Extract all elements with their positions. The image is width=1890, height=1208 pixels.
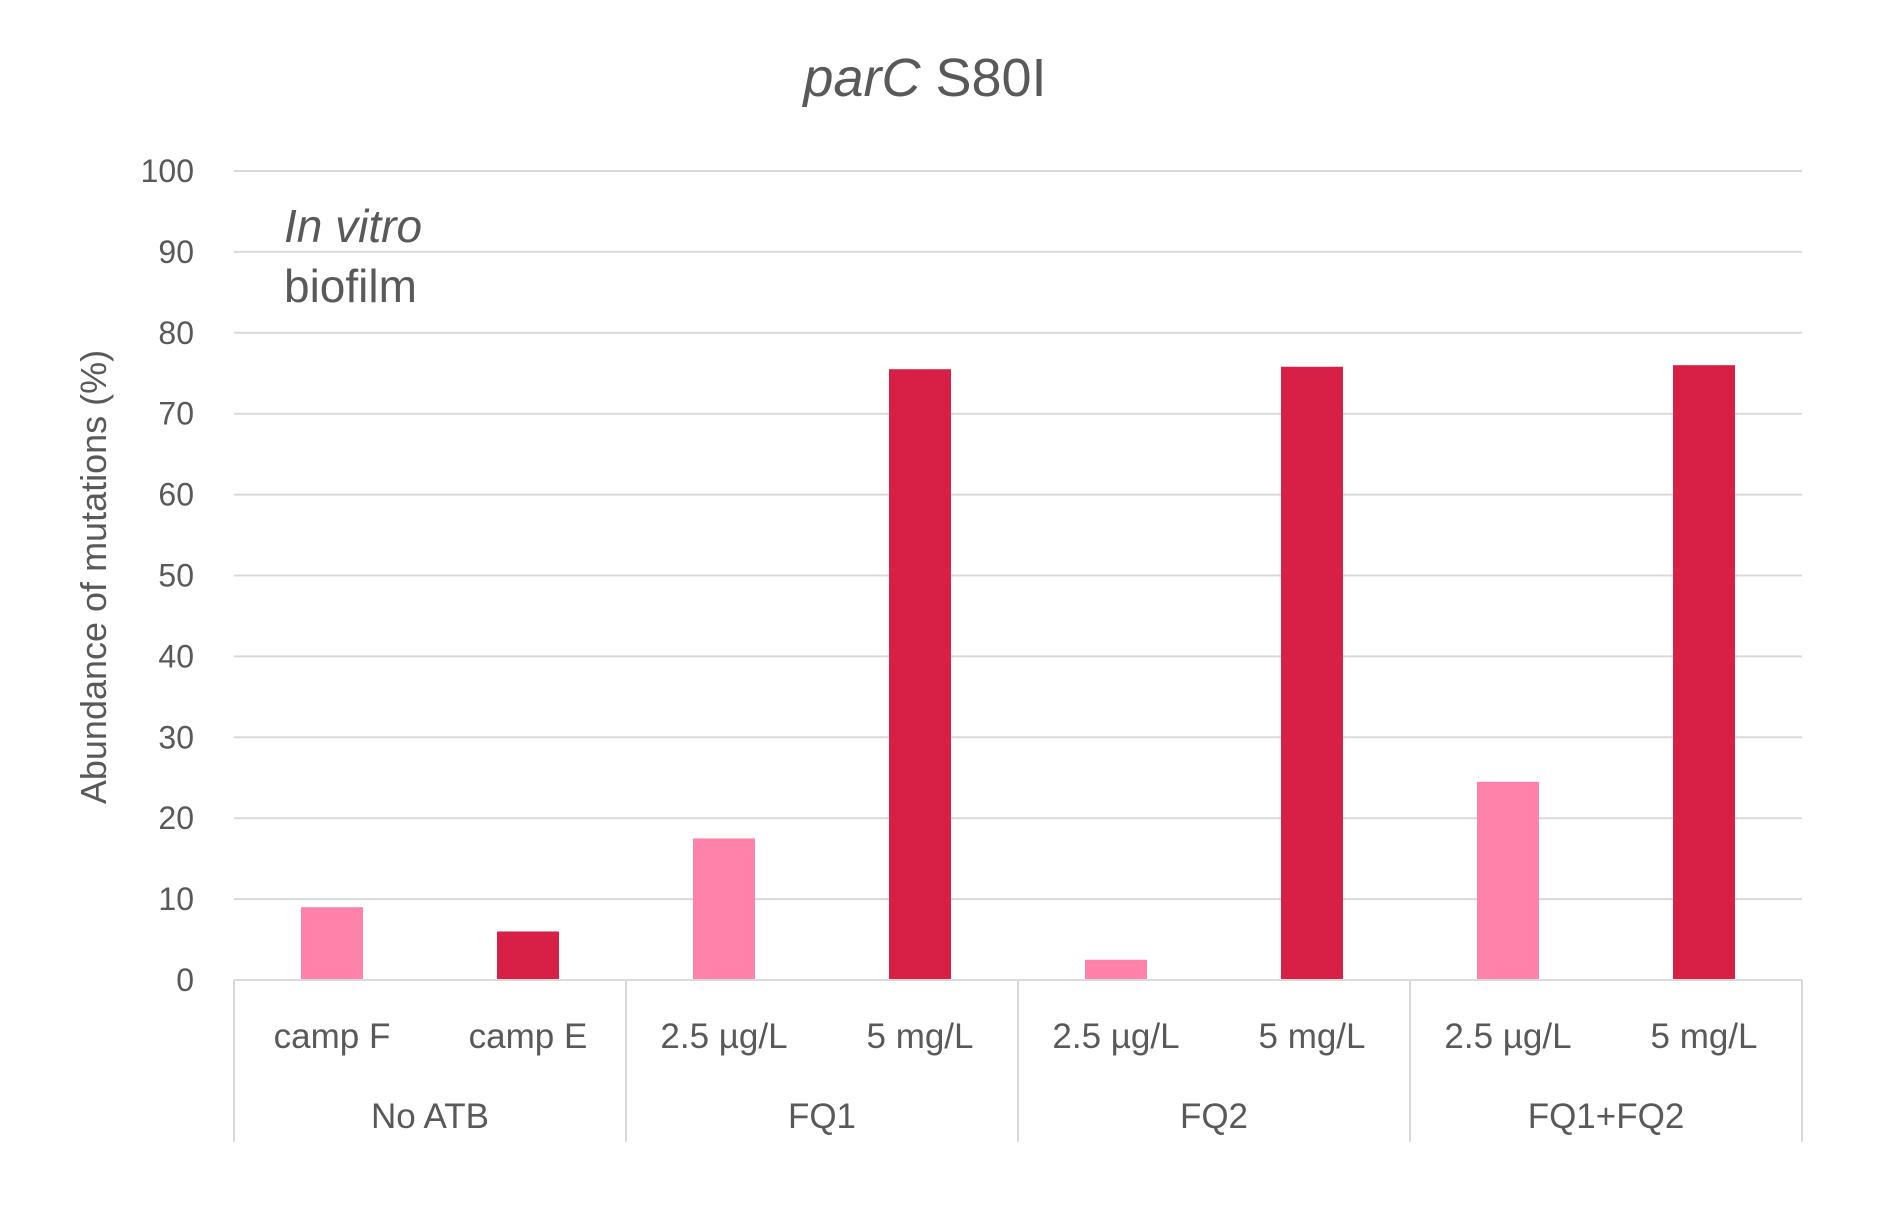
y-tick-label-100: 100 <box>141 153 194 189</box>
y-tick-label-30: 30 <box>158 719 194 755</box>
annotation-in-vitro: In vitro <box>284 200 422 252</box>
annotation-biofilm: biofilm <box>284 260 417 312</box>
category-label-6: 5 mg/L <box>1259 1017 1366 1056</box>
bar-5 <box>1085 959 1147 980</box>
bar-4 <box>889 369 951 981</box>
x-axis-group-labels: No ATB FQ1 FQ2 FQ1+FQ2 <box>371 1097 1684 1136</box>
bar-8 <box>1673 365 1735 980</box>
y-tick-label-90: 90 <box>158 234 194 270</box>
category-label-1: camp F <box>274 1017 391 1056</box>
gridlines <box>234 170 1802 901</box>
group-label-2: FQ1 <box>788 1097 856 1136</box>
group-label-4: FQ1+FQ2 <box>1528 1097 1685 1136</box>
y-tick-label-40: 40 <box>158 638 194 674</box>
category-label-8: 5 mg/L <box>1651 1017 1758 1056</box>
y-tick-label-80: 80 <box>158 315 194 351</box>
category-label-4: 5 mg/L <box>867 1017 974 1056</box>
category-label-3: 2.5 µg/L <box>660 1017 787 1056</box>
y-tick-label-50: 50 <box>158 558 194 594</box>
y-tick-label-0: 0 <box>176 962 194 998</box>
bar-7 <box>1477 781 1539 980</box>
bar-3 <box>693 838 755 980</box>
y-axis-label: Abundance of mutations (%) <box>73 350 114 804</box>
category-label-2: camp E <box>469 1017 588 1056</box>
y-axis-ticks: 0 10 20 30 40 50 60 70 80 90 100 <box>141 153 194 998</box>
x-axis-category-labels: camp F camp E 2.5 µg/L 5 mg/L 2.5 µg/L 5 mg/L… <box>274 1017 1758 1056</box>
y-tick-label-20: 20 <box>158 800 194 836</box>
bar-6 <box>1281 366 1343 980</box>
bar-1 <box>301 907 363 980</box>
group-label-1: No ATB <box>371 1097 489 1136</box>
chart-title-rest: S80I <box>920 48 1046 108</box>
chart-title: parC S80I <box>801 48 1046 108</box>
y-tick-label-70: 70 <box>158 396 194 432</box>
category-label-5: 2.5 µg/L <box>1052 1017 1179 1056</box>
bars <box>301 365 1735 981</box>
chart-title-italic: parC <box>801 48 921 108</box>
y-tick-label-10: 10 <box>158 881 194 917</box>
category-label-7: 2.5 µg/L <box>1444 1017 1571 1056</box>
bar-2 <box>497 931 559 980</box>
y-tick-label-60: 60 <box>158 477 194 513</box>
x-axis <box>233 979 1803 1142</box>
group-label-3: FQ2 <box>1180 1097 1248 1136</box>
